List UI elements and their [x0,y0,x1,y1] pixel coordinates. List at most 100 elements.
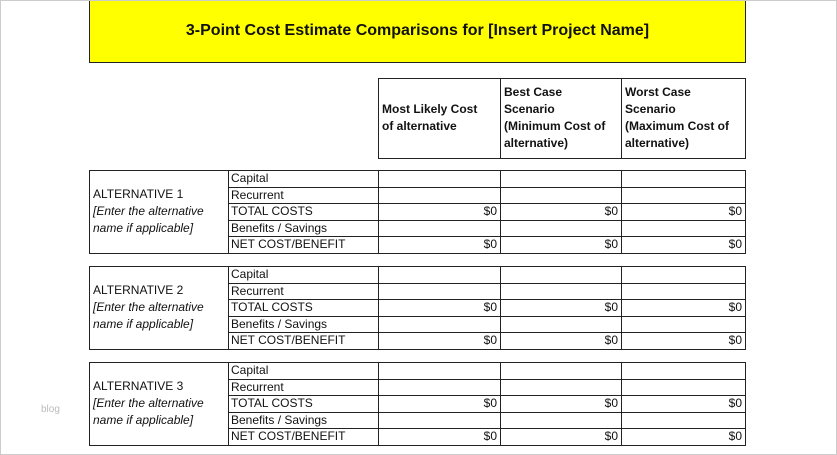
value: $0 [604,237,618,251]
column-header: Most Likely Cost of alternative [378,78,501,159]
value-cell [378,219,501,237]
value-cell: $0 [500,428,622,446]
alternative-note: name if applicable] [93,317,194,331]
alternative-note: name if applicable] [93,413,194,427]
value-cell [500,219,622,237]
value: $0 [728,300,742,314]
value: $0 [604,429,618,443]
alternative-cell: ALTERNATIVE 2 [Enter the alternative name … [89,266,229,350]
value: $0 [483,429,497,443]
row-label: TOTAL COSTS [231,396,313,410]
row-label: Capital [231,267,269,281]
value: $0 [728,237,742,251]
value-cell: $0 [378,332,501,350]
row-label-cell: Benefits / Savings [228,411,379,429]
value-cell [378,282,501,300]
row-label: TOTAL COSTS [231,300,313,314]
value-cell [378,170,501,188]
row-label-cell: Benefits / Savings [228,315,379,333]
value-cell [378,378,501,396]
value-cell [621,170,746,188]
title: 3-Point Cost Estimate Comparisons for [I… [89,1,746,63]
row-label: Capital [231,171,269,185]
header-line: (Minimum Cost of [504,119,606,133]
value-cell: $0 [500,299,622,317]
value: $0 [604,300,618,314]
value-cell: $0 [621,428,746,446]
value-cell [378,362,501,380]
value-cell [621,362,746,380]
value-cell [500,378,622,396]
row-label-cell: Capital [228,362,379,380]
row-label-cell: Capital [228,266,379,284]
value-cell: $0 [378,236,501,254]
value-cell: $0 [621,203,746,221]
row-label-cell: Capital [228,170,379,188]
value: $0 [728,429,742,443]
row-label-cell: TOTAL COSTS [228,203,379,221]
value: $0 [483,333,497,347]
value: $0 [728,396,742,410]
value-cell [500,315,622,333]
row-label-cell: Recurrent [228,186,379,204]
column-header: Best Case Scenario (Minimum Cost of alterna… [500,78,622,159]
row-label: NET COST/BENEFIT [231,237,346,251]
value-cell: $0 [500,395,622,413]
header-line: Most Likely Cost [382,102,478,116]
row-label-cell: NET COST/BENEFIT [228,236,379,254]
value-cell: $0 [500,236,622,254]
value: $0 [483,204,497,218]
value-cell [378,315,501,333]
row-label-cell: Recurrent [228,282,379,300]
value-cell [621,186,746,204]
value-cell [500,266,622,284]
value-cell: $0 [621,299,746,317]
value-cell [378,411,501,429]
alternative-name: ALTERNATIVE 3 [93,379,184,393]
row-label-cell: Recurrent [228,378,379,396]
value-cell [500,411,622,429]
header-line: Worst Case [625,85,691,99]
value-cell: $0 [621,395,746,413]
value: $0 [728,204,742,218]
value-cell: $0 [500,203,622,221]
row-label: Recurrent [231,187,284,202]
header-line: Scenario [504,102,555,116]
row-label-cell: TOTAL COSTS [228,395,379,413]
value-cell: $0 [378,428,501,446]
alternative-note: [Enter the alternative [93,300,204,314]
column-header: Worst Case Scenario (Maximum Cost of altern… [621,78,746,159]
watermark: blog [41,404,60,415]
value: $0 [728,333,742,347]
alternative-cell: ALTERNATIVE 1 [Enter the alternative name … [89,170,229,254]
alternative-note: [Enter the alternative [93,396,204,410]
value: $0 [604,204,618,218]
header-line: (Maximum Cost of [625,119,730,133]
value-cell [621,315,746,333]
row-label: Recurrent [231,379,284,394]
row-label: Benefits / Savings [231,412,328,427]
value: $0 [483,396,497,410]
row-label-cell: Benefits / Savings [228,219,379,237]
value-cell [378,266,501,284]
value-cell [621,282,746,300]
value-cell [621,411,746,429]
header-line: alternative) [504,136,569,150]
value-cell [500,186,622,204]
value: $0 [483,237,497,251]
value-cell: $0 [500,332,622,350]
value-cell: $0 [621,236,746,254]
row-label-cell: TOTAL COSTS [228,299,379,317]
alternative-note: [Enter the alternative [93,204,204,218]
alternative-cell: ALTERNATIVE 3 [Enter the alternative name … [89,362,229,446]
alternative-note: name if applicable] [93,221,194,235]
row-label: Benefits / Savings [231,220,328,235]
row-label: NET COST/BENEFIT [231,429,346,443]
row-label: Recurrent [231,283,284,298]
alternative-name: ALTERNATIVE 1 [93,187,184,201]
header-line: of alternative [382,119,457,133]
value-cell [500,282,622,300]
row-label: Benefits / Savings [231,316,328,331]
alternative-name: ALTERNATIVE 2 [93,283,184,297]
